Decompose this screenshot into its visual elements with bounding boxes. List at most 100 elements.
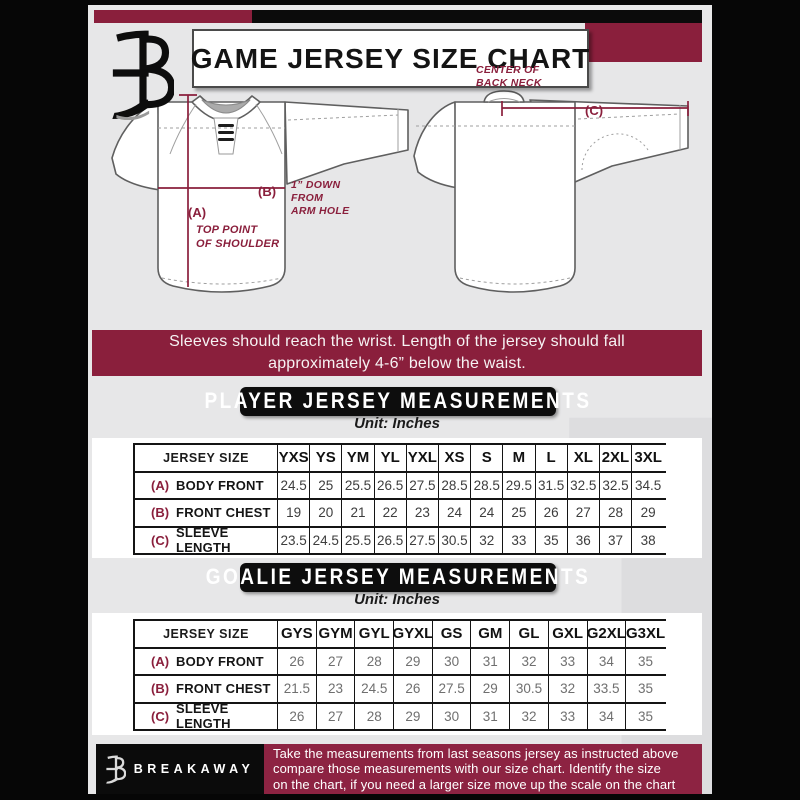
measurement-value-text: 33 [511, 532, 527, 548]
measurement-value-text: 24 [447, 505, 463, 521]
arm-hole-note: 1” DOWN FROM ARM HOLE [291, 179, 350, 217]
measurement-value-text: 25.5 [344, 477, 372, 493]
measurement-value: 20 [310, 500, 343, 526]
front-jersey-laces [218, 124, 234, 141]
goalie-unit-label: Unit: Inches [354, 591, 440, 608]
measurement-value-text: 35 [543, 532, 559, 548]
measurement-value: 26 [394, 676, 433, 702]
row-key: (A) [151, 653, 170, 669]
measurement-value-text: 29 [405, 653, 421, 669]
size-column-header-text: L [546, 449, 556, 467]
measurement-value-text: 29 [640, 505, 656, 521]
measurement-value-text: 35 [638, 653, 654, 669]
size-column-header-text: YXS [278, 449, 309, 467]
table-row: (C) SLEEVE LENGTH 26 27 28 29 30 31 32 33 34 35 [135, 703, 666, 731]
size-column-header: YXS [278, 445, 311, 471]
measurement-value: 27.5 [407, 527, 439, 553]
measurement-value: 26 [536, 500, 568, 526]
player-measurement-table: JERSEY SIZE YXS YS YM YL YXL XS S M L XL 2XL 3XL (A) B… [133, 443, 666, 555]
size-column-header-text: GM [478, 625, 503, 643]
row-label-cell: (C) SLEEVE LENGTH [135, 527, 278, 553]
measurement-value: 35 [626, 649, 665, 675]
measurement-value: 27 [317, 703, 356, 729]
size-column-header: M [503, 445, 536, 471]
measurement-value-text: 23 [328, 681, 344, 697]
measurement-value: 29 [471, 676, 511, 702]
measurement-value: 21 [342, 500, 375, 526]
measurement-value-text: 28 [366, 653, 382, 669]
measurement-value: 30.5 [510, 676, 549, 702]
top-point-of-shoulder-note: TOP POINT OF SHOULDER [196, 224, 280, 250]
size-column-header-text: GYS [281, 625, 313, 643]
measurement-value: 29 [632, 500, 664, 526]
measurement-value: 28.5 [439, 472, 472, 498]
measurement-value-text: 28.5 [441, 477, 468, 493]
measurement-value: 27.5 [407, 472, 439, 498]
table-row: (A) BODY FRONT 24.5 25 25.5 26.5 27.5 28.5 28.5 2… [135, 472, 666, 500]
measurement-value-text: 20 [318, 505, 334, 521]
measurement-value: 29 [394, 703, 433, 729]
measurement-value-text: 29.5 [505, 477, 533, 493]
row-label-cell: (C) SLEEVE LENGTH [135, 703, 278, 730]
measurement-value: 32.5 [600, 472, 633, 498]
measurement-value-text: 32 [560, 681, 576, 697]
measurement-value-text: 21 [350, 505, 366, 521]
row-label: SLEEVE LENGTH [176, 703, 231, 730]
row-label: FRONT CHEST [176, 505, 271, 521]
measurement-value: 29.5 [503, 472, 536, 498]
back-jersey-collar [483, 90, 525, 103]
measurement-value-text: 26 [289, 708, 305, 724]
footer-instructions-box: Take the measurements from last seasons … [264, 744, 702, 794]
measurement-value-text: 30.5 [441, 532, 468, 548]
measurement-value: 37 [600, 527, 633, 553]
measurement-value-text: 26 [405, 681, 421, 697]
measurement-value: 34 [588, 648, 627, 674]
measurement-value-text: 30.5 [515, 681, 543, 697]
footer-breakaway-logo-icon [105, 755, 126, 784]
title-accent-block [585, 23, 702, 62]
back-jersey-left-sleeve [413, 101, 459, 189]
measurement-value-text: 28 [607, 505, 623, 521]
measurement-value-text: 27.5 [409, 532, 436, 548]
measurement-value-text: 36 [575, 532, 591, 548]
measurement-value-text: 34 [598, 653, 614, 669]
measurement-value: 32 [549, 676, 588, 702]
measurement-value-text: 24 [479, 505, 495, 521]
title-box: GAME JERSEY SIZE CHART [191, 29, 589, 88]
front-jersey-collar-inner [201, 99, 251, 114]
measurement-value: 24 [471, 500, 504, 526]
size-column-header: XS [439, 445, 472, 471]
measurement-value-text: 23.5 [280, 532, 307, 548]
measurement-value: 34.5 [632, 473, 664, 499]
measurement-value: 26.5 [375, 527, 407, 553]
measurement-value: 33.5 [588, 676, 627, 702]
measurement-value: 33 [549, 648, 588, 674]
measurement-value: 36 [568, 527, 600, 553]
measurement-value: 25.5 [342, 472, 375, 498]
row-key: (A) [151, 477, 170, 493]
measurement-value: 31 [471, 703, 511, 729]
measurement-value: 35 [626, 704, 665, 730]
measurement-value-text: 25 [511, 505, 527, 521]
table-row: (C) SLEEVE LENGTH 23.5 24.5 25.5 26.5 27.5 30.5… [135, 527, 666, 555]
size-column-header-text: YM [346, 449, 370, 467]
goalie-section-title: GOALIE JERSEY MEASUREMENTS [205, 564, 591, 590]
size-column-header-text: 2XL [601, 449, 630, 467]
size-column-header: GYS [278, 621, 317, 647]
goalie-measurement-table: JERSEY SIZE GYS GYM GYL GYXL GS GM GL GXL G2XL G3X… [133, 619, 666, 731]
measurement-value: 31 [471, 648, 511, 674]
measurement-value-text: 24.5 [361, 681, 388, 697]
measurement-value: 28 [600, 500, 633, 526]
measurement-value-text: 38 [640, 532, 656, 548]
footer-instructions-text: Take the measurements from last seasons … [273, 745, 679, 792]
table-header-row: JERSEY SIZE GYS GYM GYL GYXL GS GM GL GXL G2XL G3X… [135, 621, 666, 649]
measurement-value-text: 31 [482, 708, 498, 724]
measurement-value-text: 32.5 [602, 477, 629, 493]
measurement-value: 25.5 [342, 527, 375, 553]
measurement-value-text: 29 [405, 708, 421, 724]
footer-brand-name: BREAKAWAY [133, 762, 255, 776]
measurement-value: 30.5 [439, 527, 472, 553]
measurement-value: 27 [317, 648, 356, 674]
measurement-value: 27.5 [433, 676, 472, 702]
player-section-title: PLAYER JERSEY MEASUREMENTS [204, 388, 592, 414]
